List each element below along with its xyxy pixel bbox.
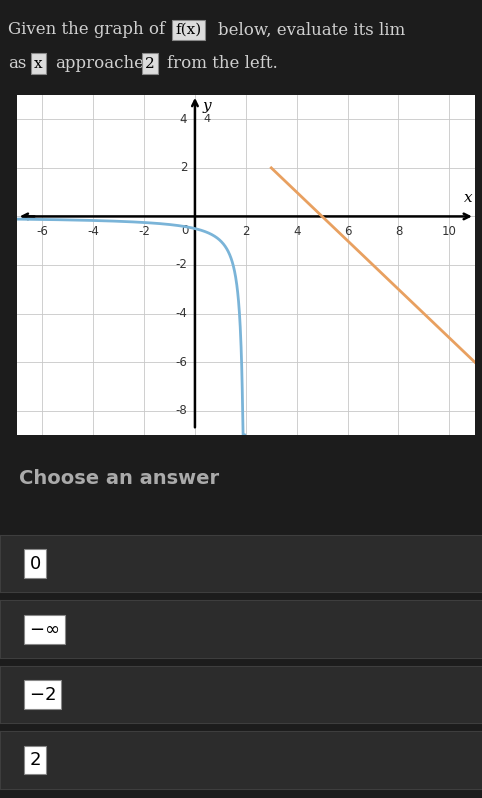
Text: 0: 0 [181, 223, 188, 237]
Text: -4: -4 [87, 225, 99, 238]
Text: 4: 4 [180, 113, 187, 126]
Text: $0$: $0$ [29, 555, 41, 573]
Text: 6: 6 [344, 225, 351, 238]
Text: 8: 8 [395, 225, 402, 238]
Text: -2: -2 [175, 259, 187, 271]
Text: Given the graph of: Given the graph of [8, 22, 165, 38]
Text: 4: 4 [204, 114, 211, 124]
Text: -4: -4 [175, 307, 187, 320]
Text: 2: 2 [242, 225, 250, 238]
Text: -6: -6 [175, 356, 187, 369]
Text: f(x): f(x) [175, 23, 201, 37]
Text: 10: 10 [442, 225, 457, 238]
Text: -2: -2 [138, 225, 150, 238]
Text: -8: -8 [175, 405, 187, 417]
Text: -6: -6 [36, 225, 48, 238]
Text: from the left.: from the left. [167, 55, 278, 73]
Text: x: x [34, 57, 42, 71]
Text: 2: 2 [180, 161, 187, 174]
Text: as: as [8, 55, 27, 73]
Text: $2$: $2$ [29, 751, 40, 769]
Text: 2: 2 [145, 57, 155, 71]
Text: below, evaluate its lim: below, evaluate its lim [218, 22, 405, 38]
Text: y: y [202, 99, 211, 113]
Text: x: x [464, 192, 472, 206]
Text: approaches: approaches [55, 55, 152, 73]
Text: $-\infty$: $-\infty$ [29, 620, 59, 638]
Text: Choose an answer: Choose an answer [19, 468, 219, 488]
Text: $-2$: $-2$ [29, 685, 56, 704]
Text: 4: 4 [293, 225, 300, 238]
